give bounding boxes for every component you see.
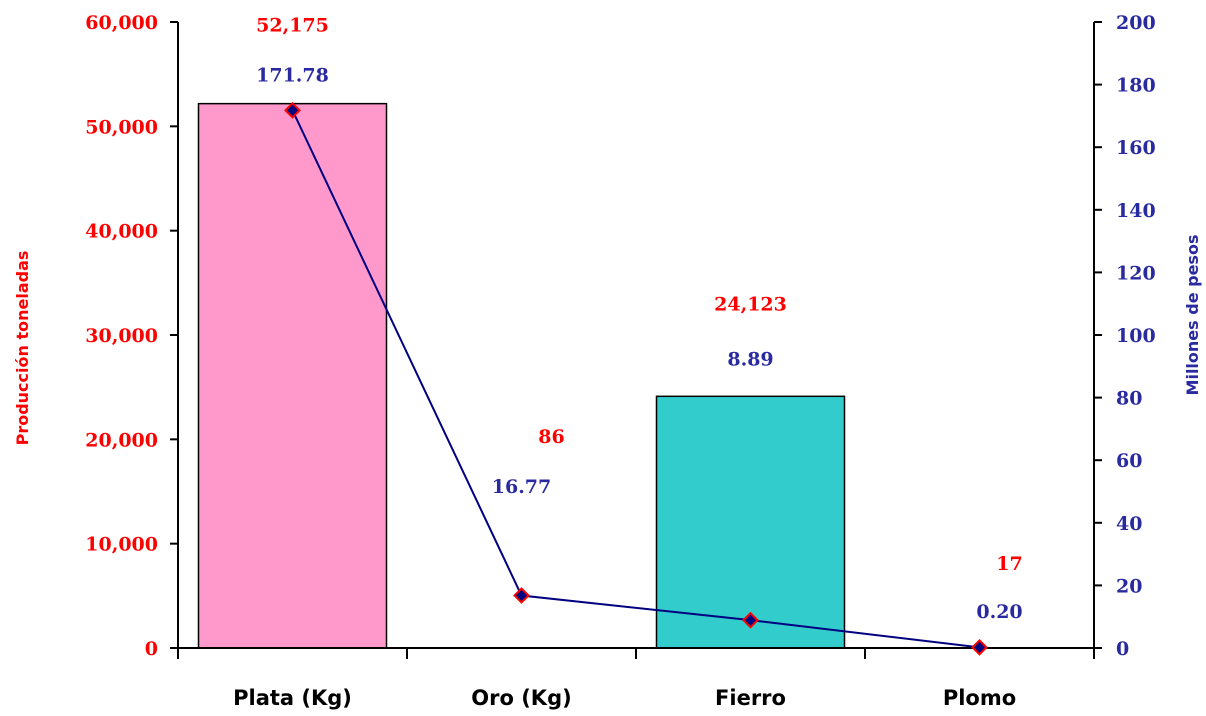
line-marker-3 (971, 638, 988, 656)
y-tick-label-right-1: 20 (1116, 575, 1142, 597)
y-axis-title-left: Producción toneladas (13, 251, 32, 446)
y-tick-label-left-1: 10,000 (85, 534, 158, 556)
y-tick-label-right-2: 40 (1116, 513, 1142, 535)
y-tick-label-right-7: 140 (1116, 200, 1156, 222)
y-axis-title-right: Millones de pesos (1183, 235, 1202, 396)
y-tick-label-right-8: 160 (1116, 137, 1156, 159)
y-tick-label-left-5: 50,000 (85, 116, 158, 138)
line-value-label-3: 0.20 (976, 601, 1022, 623)
bar-value-label-3: 17 (996, 553, 1022, 575)
bar-value-label-0: 52,175 (256, 15, 329, 37)
line-marker-2 (742, 611, 759, 629)
line-value-label-1: 16.77 (492, 476, 552, 498)
bar-value-label-2: 24,123 (714, 293, 787, 315)
line-value-label-2: 8.89 (727, 348, 773, 370)
x-tick-label-3: Plomo (943, 686, 1016, 710)
bar-0 (197, 102, 388, 649)
bar-2 (655, 395, 846, 649)
line-series (291, 109, 980, 649)
line-marker-0 (284, 101, 301, 119)
bar-value-label-1: 86 (538, 426, 564, 448)
y-tick-label-right-3: 60 (1116, 450, 1142, 472)
y-tick-label-left-0: 0 (145, 638, 158, 660)
y-tick-label-right-10: 200 (1116, 12, 1156, 34)
y-tick-label-left-3: 30,000 (85, 325, 158, 347)
x-tick-label-1: Oro (Kg) (471, 686, 571, 710)
y-tick-label-left-4: 40,000 (85, 221, 158, 243)
y-tick-label-right-6: 120 (1116, 262, 1156, 284)
y-tick-label-right-5: 100 (1116, 325, 1156, 347)
y-tick-label-right-9: 180 (1116, 75, 1156, 97)
y-tick-label-left-2: 20,000 (85, 429, 158, 451)
line-value-label-0: 171.78 (256, 65, 329, 87)
y-tick-label-right-0: 0 (1116, 638, 1129, 660)
x-tick-label-2: Fierro (715, 686, 786, 710)
line-marker-1 (513, 587, 530, 604)
y-tick-label-left-6: 60,000 (85, 12, 158, 34)
x-tick-label-0: Plata (Kg) (233, 686, 352, 710)
y-tick-label-right-4: 80 (1116, 388, 1142, 410)
